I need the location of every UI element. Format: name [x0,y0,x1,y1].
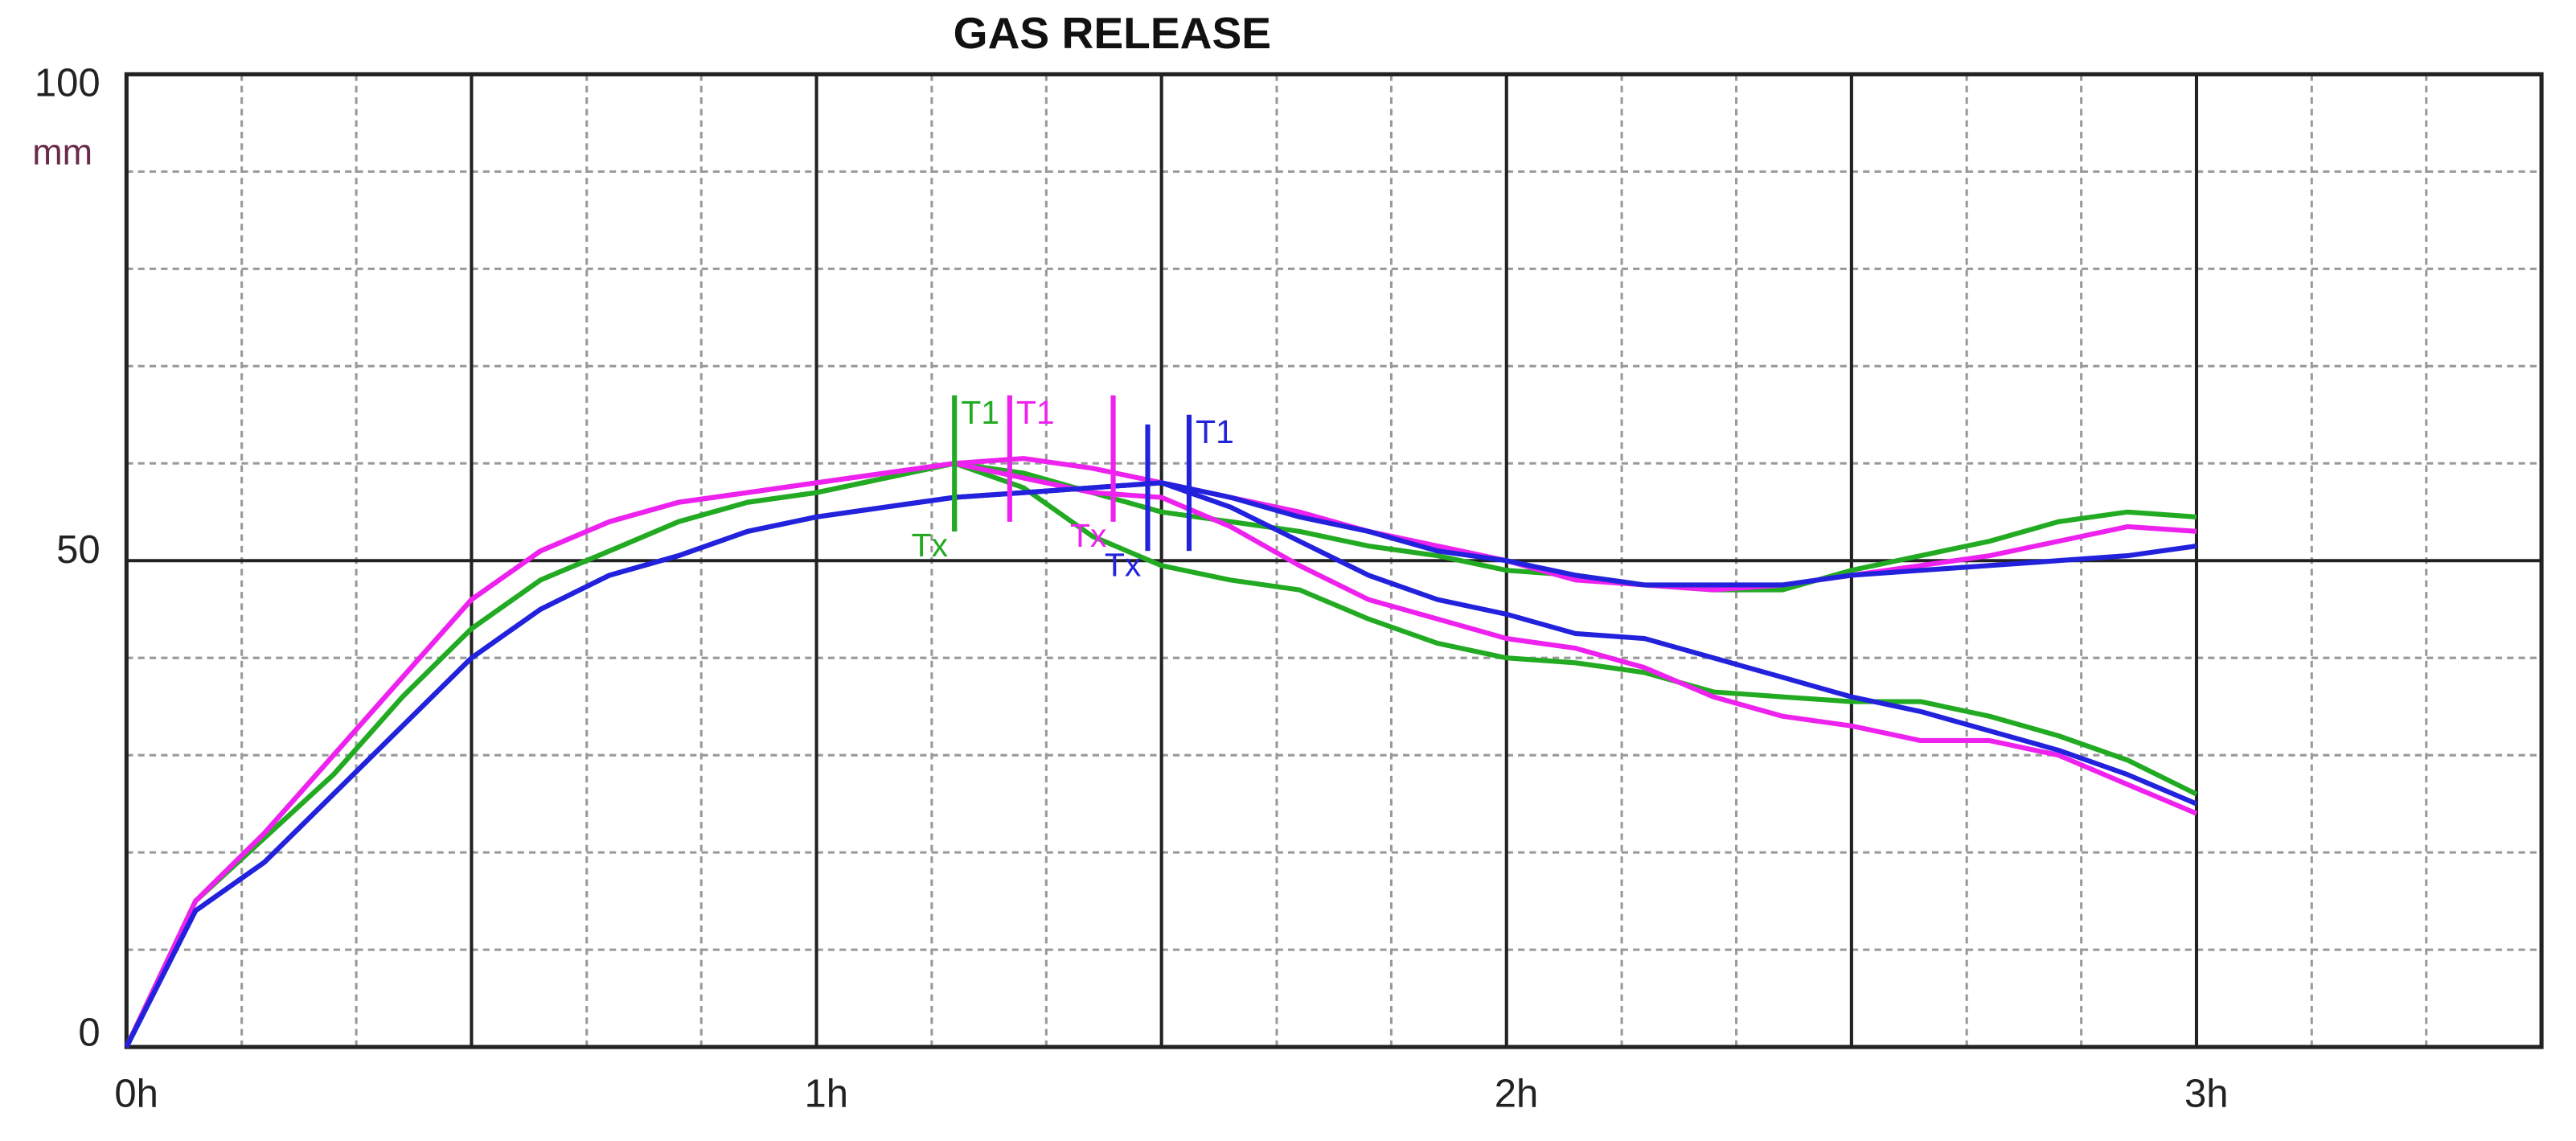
marker-label: Tx [912,527,948,564]
x-tick-label: 1h [805,1072,849,1115]
chart-title: GAS RELEASE [954,8,1271,58]
x-tick-label: 0h [114,1072,158,1115]
y-tick-label: 50 [56,528,100,572]
y-tick-label: 0 [78,1012,100,1055]
series-line [124,461,2198,1049]
y-tick-label: 100 [35,62,100,105]
series-line [124,480,2198,1049]
plot-frame [124,72,2544,1049]
x-tick-label: 3h [2184,1072,2229,1115]
marker-label: Tx [1105,546,1141,583]
x-tick-label: 2h [1495,1072,1539,1115]
marker-label: T1 [1016,394,1055,431]
marker-label: Tx [1070,517,1106,554]
y-unit: mm [32,131,92,172]
series-line [124,461,2198,1049]
marker-label: T1 [961,394,999,431]
marker-label: T1 [1196,413,1234,450]
